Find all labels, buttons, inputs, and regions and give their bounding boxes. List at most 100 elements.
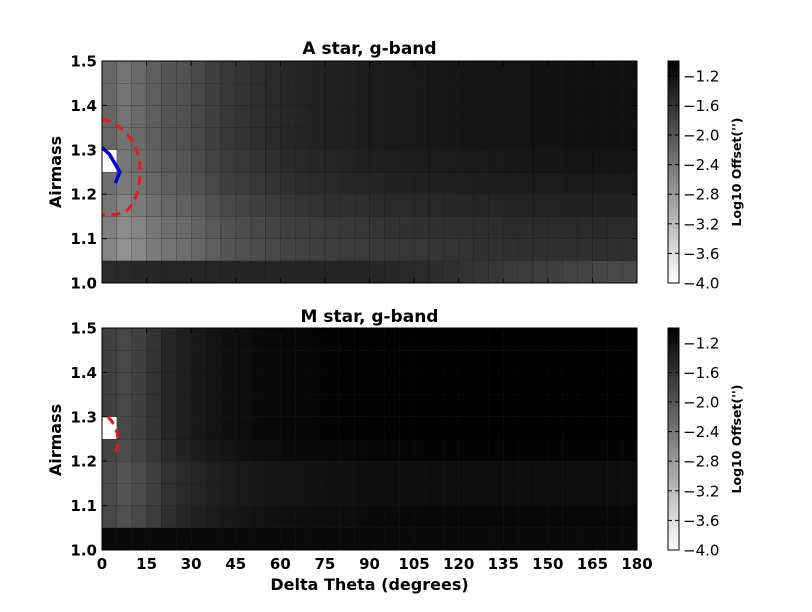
heatmap-cell [428, 505, 445, 529]
heatmap-cell [607, 194, 623, 217]
heatmap-cell [577, 60, 593, 84]
heatmap-cell [503, 194, 519, 217]
heatmap-cell [131, 438, 147, 462]
heatmap-cell [517, 149, 534, 173]
heatmap-cell [176, 83, 192, 106]
heatmap-cell [265, 127, 281, 151]
heatmap-cell [532, 105, 549, 128]
heatmap-cell [577, 483, 593, 506]
heatmap-cell [428, 60, 445, 84]
heatmap-cell [265, 505, 281, 529]
heatmap-cell [131, 83, 147, 106]
heatmap-cell [295, 238, 311, 262]
heatmap-cell [235, 60, 251, 84]
heatmap-cell [473, 105, 489, 128]
heatmap-cell [562, 171, 578, 195]
heatmap-cell [443, 216, 459, 239]
heatmap-cell [473, 416, 489, 440]
heatmap-cell [250, 416, 266, 440]
heatmap-cell [488, 171, 504, 195]
heatmap-cell [220, 505, 236, 529]
heatmap-cell [265, 149, 281, 173]
heatmap-cell [190, 372, 207, 395]
heatmap-cell [131, 216, 147, 239]
heatmap-cell [443, 105, 459, 128]
heatmap-cell [161, 83, 177, 106]
heatmap-cell [354, 216, 370, 239]
heatmap-cell [146, 194, 162, 217]
heatmap-cell [295, 260, 311, 284]
heatmap-cell [295, 416, 311, 440]
heatmap-cell [354, 260, 370, 284]
heatmap-cell [562, 483, 578, 506]
heatmap-cell [384, 483, 400, 506]
heatmap-cell [101, 505, 118, 529]
heatmap-cell [131, 394, 147, 418]
heatmap-cell [116, 527, 132, 551]
heatmap-cell [503, 171, 519, 195]
heatmap-cell [592, 394, 608, 418]
heatmap-cell [547, 416, 563, 440]
colorbar-m: −1.2 −1.6 −2.0 −2.4 −2.8 −3.2 −3.6 −4.0 Log10 Of… [667, 327, 744, 560]
heatmap-cell [503, 216, 519, 239]
heatmap-cell [295, 394, 311, 418]
heatmap-cell [621, 105, 638, 128]
heatmap-cell [161, 394, 177, 418]
heatmap-cell [205, 483, 222, 506]
heatmap-cell [443, 350, 459, 373]
heatmap-cell [161, 194, 177, 217]
heatmap-cell [562, 461, 578, 484]
heatmap-cell [562, 60, 578, 84]
heatmap-cell [488, 461, 504, 484]
heatmap-cell [384, 83, 400, 106]
heatmap-cell [280, 350, 296, 373]
heatmap-cell [295, 461, 311, 484]
heatmap-cell [517, 194, 534, 217]
heatmap-cell [458, 149, 474, 173]
heatmap-cell [607, 105, 623, 128]
heatmap-cell [146, 461, 162, 484]
heatmap-cell [220, 171, 236, 195]
heatmap-cell [280, 238, 296, 262]
heatmap-cell [577, 238, 593, 262]
panel-m-xlabel: Delta Theta (degrees) [270, 575, 468, 594]
heatmap-cell [101, 127, 118, 151]
colorbar-a: −1.2 −1.6 −2.0 −2.4 −2.8 −3.2 −3.6 −4.0 Log10 Of… [667, 60, 744, 293]
heatmap-cell [146, 483, 162, 506]
heatmap-cell [621, 194, 638, 217]
x-tick-label: 135 [488, 555, 519, 573]
y-tick-label: 1.2 [70, 186, 97, 204]
heatmap-cell [532, 238, 549, 262]
heatmap-cell [399, 260, 415, 284]
heatmap-cell [176, 171, 192, 195]
heatmap-cell [577, 105, 593, 128]
heatmap-cell [384, 260, 400, 284]
heatmap-cell [131, 127, 147, 151]
heatmap-a-contours [102, 117, 142, 217]
heatmap-cell [577, 461, 593, 484]
heatmap-cell [324, 527, 341, 551]
heatmap-cell [428, 527, 445, 551]
heatmap-cell [205, 416, 222, 440]
heatmap-cell [250, 350, 266, 373]
heatmap-cell [488, 416, 504, 440]
heatmap-cell [607, 505, 623, 529]
heatmap-cell [161, 105, 177, 128]
heatmap-cell [354, 394, 370, 418]
heatmap-cell [592, 216, 608, 239]
heatmap-cell [309, 461, 326, 484]
heatmap-cell [562, 149, 578, 173]
heatmap-cell [428, 83, 445, 106]
heatmap-cell [190, 127, 207, 151]
heatmap-cell [146, 60, 162, 84]
heatmap-cell [592, 83, 608, 106]
heatmap-cell [458, 438, 474, 462]
colorbar-tick-label: −2.0 [683, 394, 719, 412]
heatmap-cell [592, 372, 608, 395]
y-tick-label: 1.1 [70, 497, 97, 515]
heatmap-cell [577, 505, 593, 529]
heatmap-cell [190, 327, 207, 351]
heatmap-cell [369, 127, 385, 151]
heatmap-cell [235, 483, 251, 506]
heatmap-cell [354, 327, 370, 351]
